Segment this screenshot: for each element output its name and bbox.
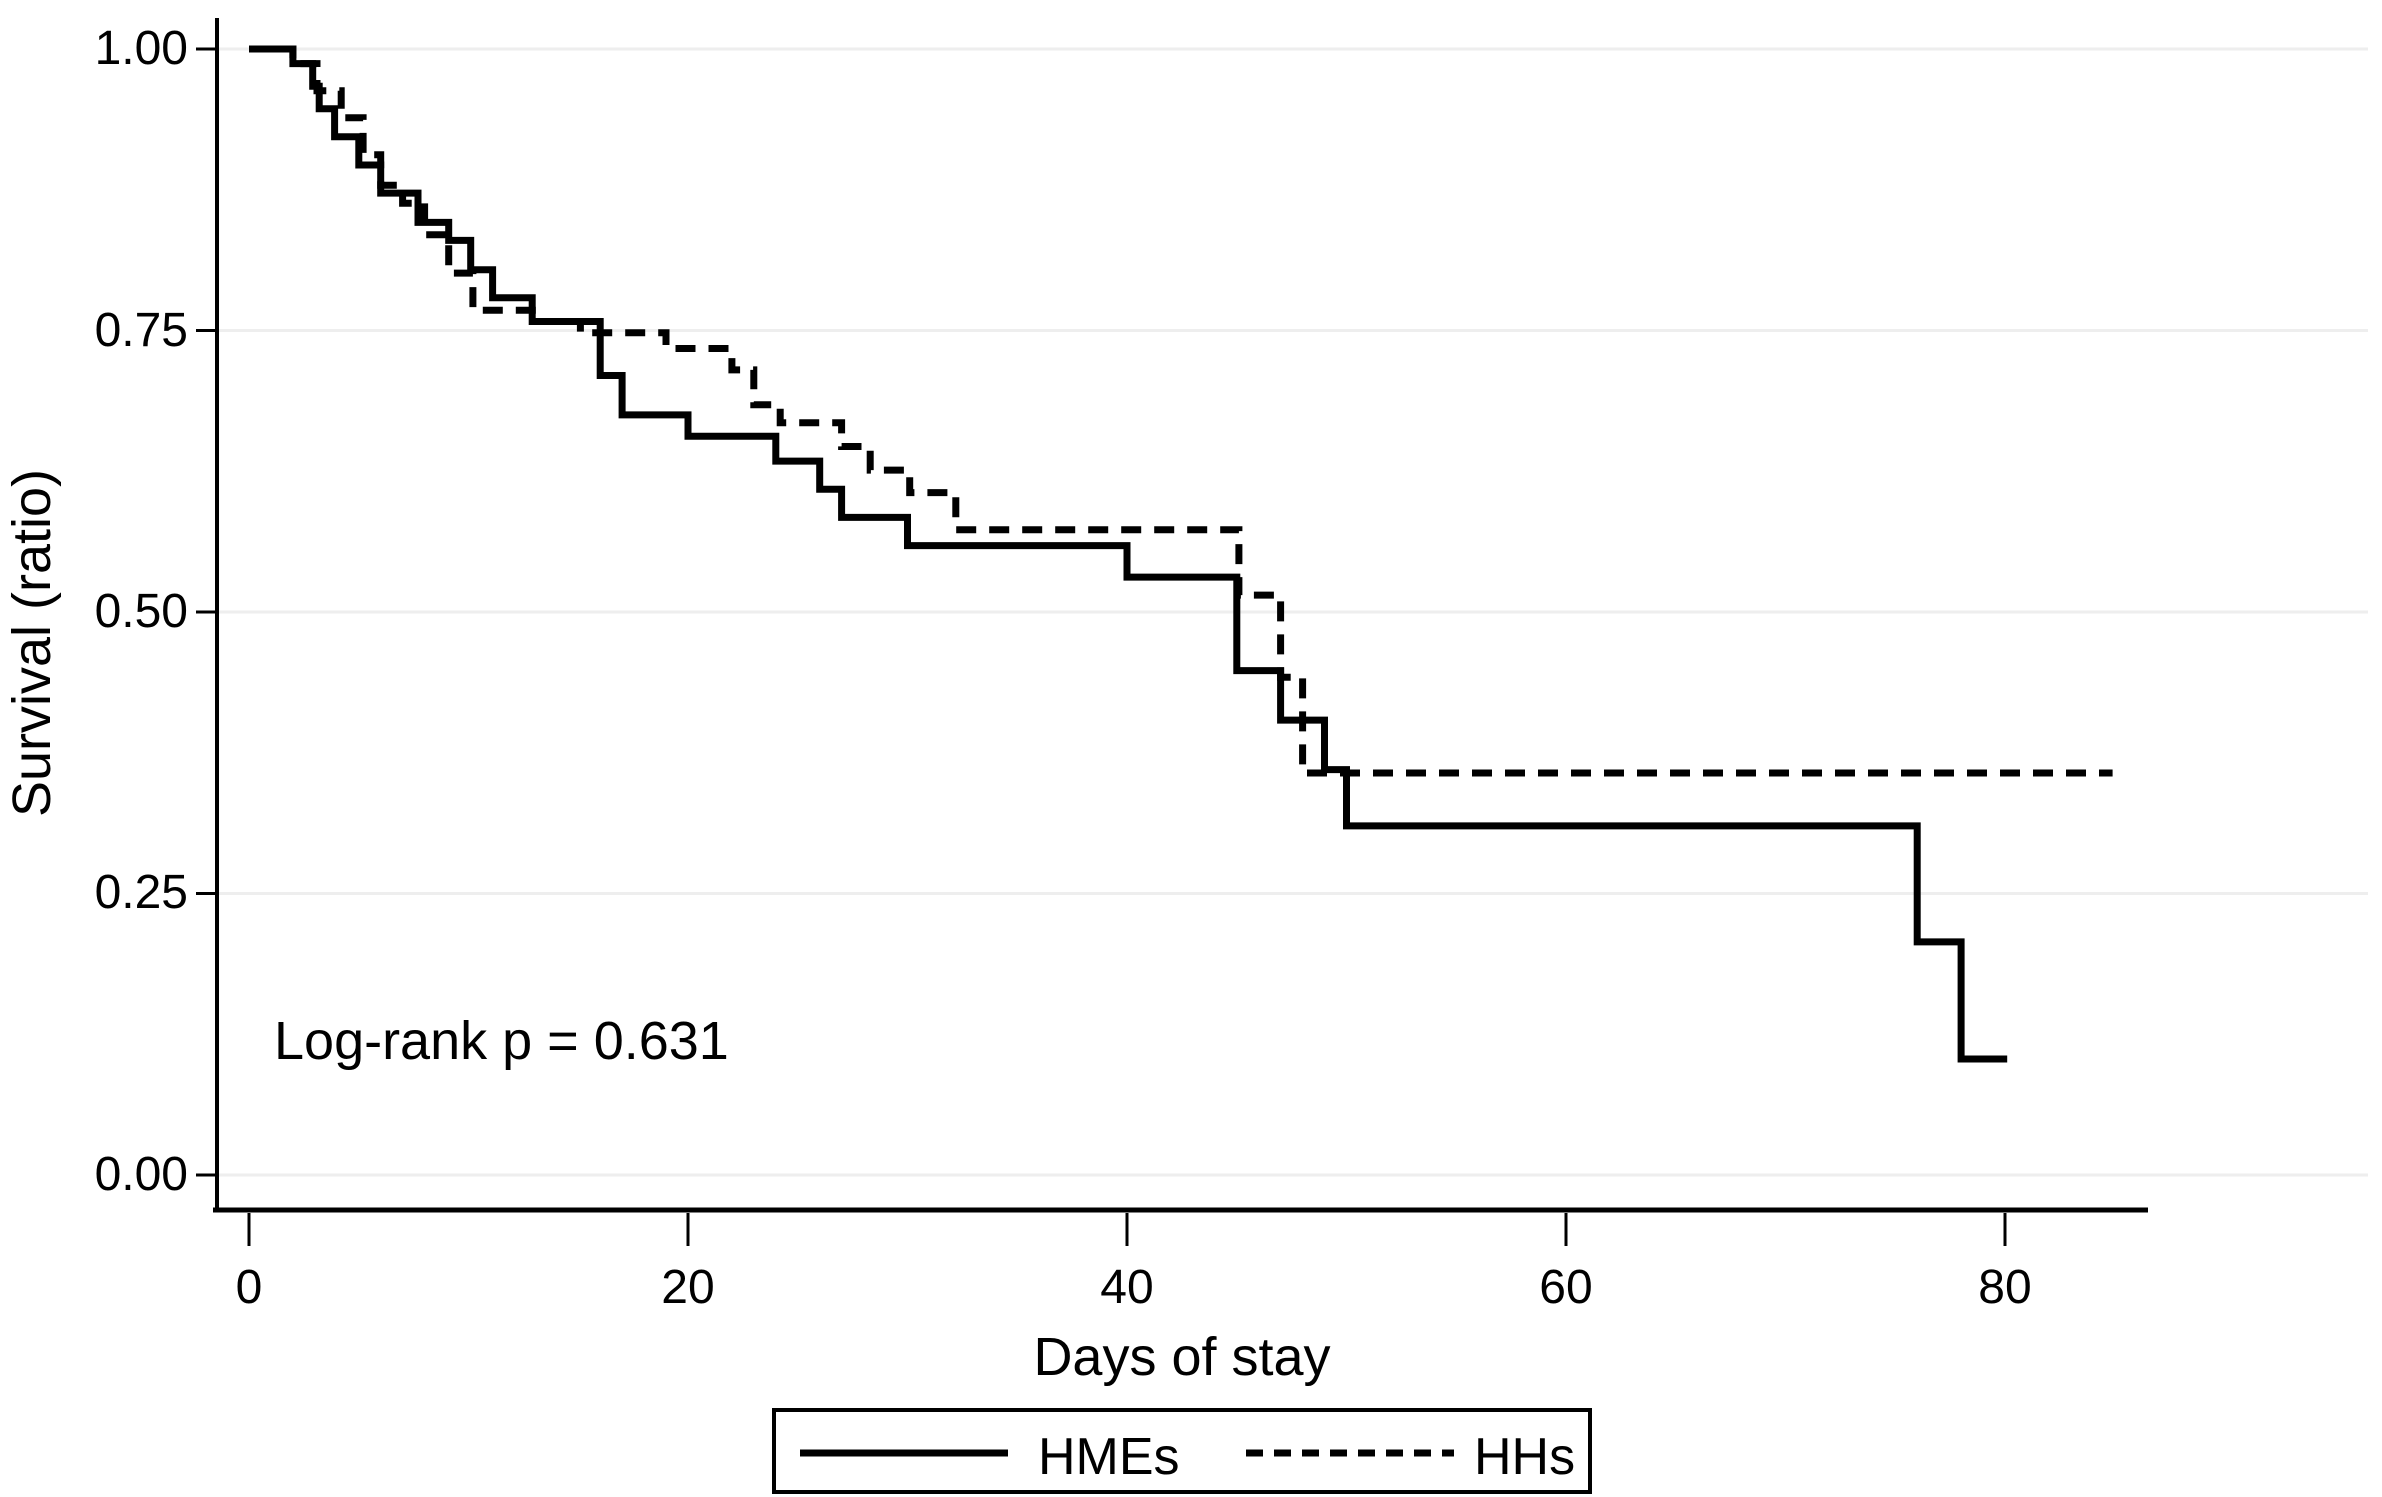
x-tick-label-40: 40 xyxy=(1100,1261,1154,1314)
x-tick-label-0: 0 xyxy=(235,1261,263,1314)
x-tick-label-20: 20 xyxy=(661,1261,715,1314)
gridlines xyxy=(217,47,2368,1177)
hmes-solid-curve xyxy=(249,45,2008,1063)
legend-label-hhs: HHs xyxy=(1474,1428,1576,1486)
y-tick-label-0.00: 0.00 xyxy=(94,1148,188,1201)
hhs-dashed-curve xyxy=(249,45,2113,777)
x-tick-label-80: 80 xyxy=(1978,1261,2032,1314)
legend-line-samples xyxy=(800,1449,1454,1457)
x-tick-label-60: 60 xyxy=(1539,1261,1593,1314)
y-tick-label-0.25: 0.25 xyxy=(94,866,188,919)
axes xyxy=(196,18,2148,1246)
log-rank-annotation: Log-rank p = 0.631 xyxy=(274,1011,729,1071)
y-tick-label-1.00: 1.00 xyxy=(94,22,188,75)
y-tick-label-0.75: 0.75 xyxy=(94,304,188,357)
legend-label-hmes: HMEs xyxy=(1038,1428,1180,1486)
y-axis-title: Survival (ratio) xyxy=(2,468,62,818)
x-axis-title: Days of stay xyxy=(1033,1327,1331,1387)
y-tick-label-0.50: 0.50 xyxy=(94,585,188,638)
legend: HMEs HHs xyxy=(772,1408,1592,1494)
